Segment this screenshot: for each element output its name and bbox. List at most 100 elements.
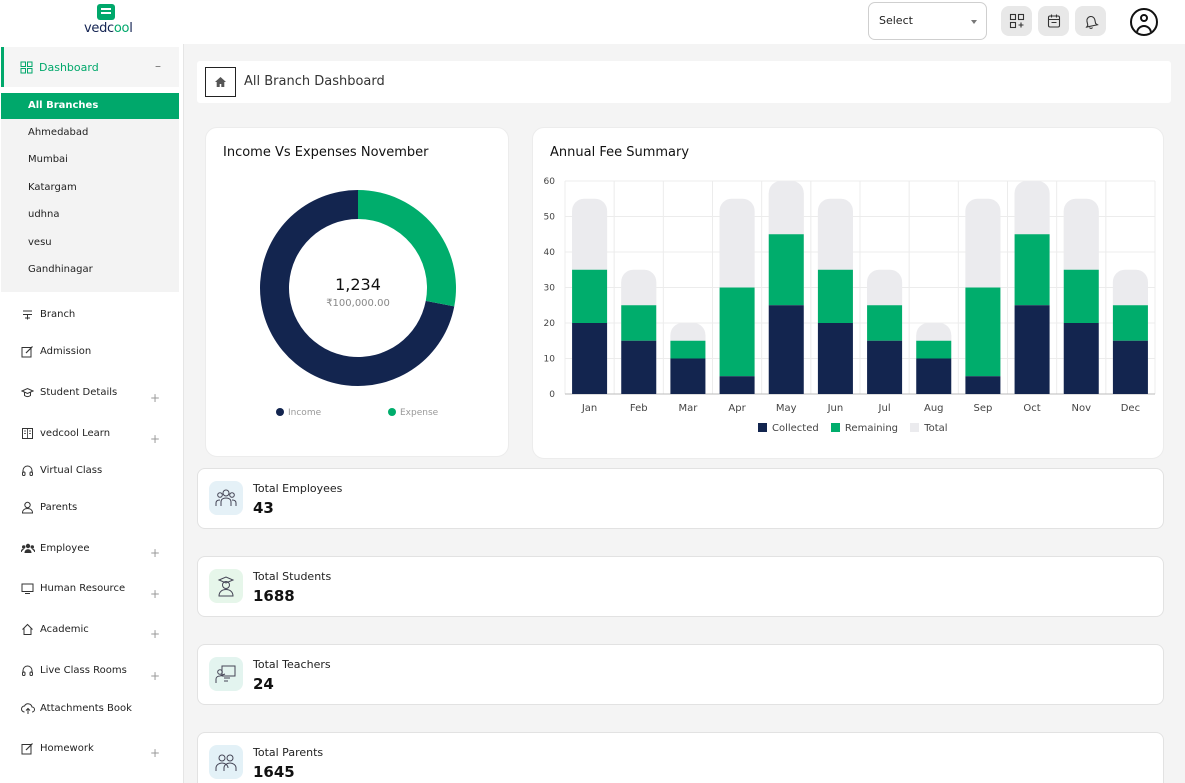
bar-collected-feb[interactable] bbox=[621, 340, 657, 394]
stat-card-parents[interactable]: Total Parents 1645 bbox=[197, 732, 1164, 783]
sidebar-branch-all-branches[interactable]: All Branches bbox=[1, 93, 179, 119]
logo-mark-icon bbox=[97, 4, 115, 20]
home-icon bbox=[20, 622, 35, 637]
bar-collected-oct[interactable] bbox=[1014, 305, 1050, 394]
legend-total[interactable]: Total bbox=[910, 423, 948, 434]
sidebar-branch-gandhinagar[interactable]: Gandhinagar bbox=[28, 264, 93, 275]
bar-remaining-jan[interactable] bbox=[572, 269, 608, 323]
user-icon bbox=[20, 500, 35, 515]
legend-label: Income bbox=[288, 408, 322, 418]
sidebar-item-branch[interactable]: Branch bbox=[20, 303, 170, 325]
student-icon bbox=[209, 569, 243, 603]
total-legend-swatch bbox=[910, 423, 920, 432]
y-tick-label: 20 bbox=[544, 319, 556, 329]
home-button[interactable] bbox=[205, 67, 236, 97]
bar-collected-sep[interactable] bbox=[965, 376, 1001, 394]
x-tick-label: Sep bbox=[973, 403, 992, 414]
collapse-icon[interactable]: – bbox=[155, 59, 161, 73]
branch-select[interactable]: Select bbox=[868, 2, 987, 40]
expand-student-details-icon[interactable]: + bbox=[150, 432, 161, 446]
donut-slice-income[interactable] bbox=[259, 189, 455, 386]
sidebar-item-vedcool-learn[interactable]: vedcool Learn bbox=[20, 422, 170, 444]
expense-legend-swatch bbox=[388, 408, 396, 416]
user-profile-button[interactable] bbox=[1130, 8, 1158, 36]
bar-remaining-jun[interactable] bbox=[817, 269, 853, 323]
legend-income[interactable]: Income bbox=[276, 408, 321, 418]
expand-attachments-book-icon[interactable]: + bbox=[150, 746, 161, 760]
user-circle-icon bbox=[1140, 14, 1148, 22]
bar-collected-nov[interactable] bbox=[1063, 323, 1099, 394]
bar-remaining-jul[interactable] bbox=[867, 305, 903, 341]
bar-collected-dec[interactable] bbox=[1112, 340, 1148, 394]
sidebar-item-human-resource[interactable]: Human Resource bbox=[20, 577, 170, 599]
legend-label: Remaining bbox=[844, 423, 899, 434]
bar-collected-jul[interactable] bbox=[867, 340, 903, 394]
stat-card-teachers[interactable]: Total Teachers 24 bbox=[197, 644, 1164, 705]
sidebar-item-admission[interactable]: Admission bbox=[20, 340, 170, 362]
bar-remaining-nov[interactable] bbox=[1063, 269, 1099, 323]
edit-icon bbox=[20, 344, 35, 359]
legend-expense[interactable]: Expense bbox=[388, 408, 438, 418]
y-tick-label: 30 bbox=[544, 284, 556, 294]
expand-human-resource-icon[interactable]: + bbox=[150, 627, 161, 641]
sidebar-branch-vesu[interactable]: vesu bbox=[28, 237, 52, 248]
top-bar: vedcool Select bbox=[0, 0, 1185, 44]
sidebar-item-label: Parents bbox=[40, 501, 78, 513]
bar-remaining-dec[interactable] bbox=[1112, 305, 1148, 341]
expand-employee-icon[interactable]: + bbox=[150, 587, 161, 601]
sidebar-item-live-class-rooms[interactable]: Live Class Rooms bbox=[20, 659, 170, 681]
income-expense-title: Income Vs Expenses November bbox=[223, 145, 429, 160]
calendar-icon bbox=[1047, 14, 1060, 28]
bar-collected-apr[interactable] bbox=[719, 376, 755, 394]
sidebar-item-parents[interactable]: Parents bbox=[20, 496, 170, 518]
expand-academic-icon[interactable]: + bbox=[150, 669, 161, 683]
donut-slice-expense[interactable] bbox=[358, 190, 456, 307]
bar-remaining-sep[interactable] bbox=[965, 287, 1001, 377]
collected-legend-swatch bbox=[758, 423, 767, 432]
sidebar-branch-udhna[interactable]: udhna bbox=[28, 209, 60, 220]
bar-remaining-apr[interactable] bbox=[719, 287, 755, 377]
expand-parents-icon[interactable]: + bbox=[150, 546, 161, 560]
x-tick-label: Jul bbox=[878, 403, 891, 414]
sidebar-item-attachments-book[interactable]: Attachments Book bbox=[20, 697, 170, 719]
bar-collected-may[interactable] bbox=[768, 305, 804, 394]
x-tick-label: Nov bbox=[1071, 403, 1091, 414]
calendar-button[interactable] bbox=[1038, 6, 1069, 36]
bar-collected-aug[interactable] bbox=[916, 358, 952, 395]
sidebar-item-label: Branch bbox=[40, 308, 76, 320]
legend-label: Total bbox=[924, 423, 948, 434]
sidebar-item-virtual-class[interactable]: Virtual Class bbox=[20, 459, 170, 481]
sidebar-branch-ahmedabad[interactable]: Ahmedabad bbox=[28, 127, 89, 138]
bar-remaining-aug[interactable] bbox=[916, 340, 952, 359]
stat-card-students[interactable]: Total Students 1688 bbox=[197, 556, 1164, 617]
bar-collected-jan[interactable] bbox=[572, 323, 608, 394]
bar-collected-jun[interactable] bbox=[817, 323, 853, 394]
sidebar-item-homework[interactable]: Homework bbox=[20, 737, 170, 759]
notifications-button[interactable] bbox=[1075, 6, 1106, 36]
bar-remaining-feb[interactable] bbox=[621, 305, 657, 341]
apps-add-button[interactable] bbox=[1001, 6, 1032, 36]
stat-label: Total Parents bbox=[253, 746, 324, 759]
sidebar-branch-mumbai[interactable]: Mumbai bbox=[28, 154, 68, 165]
bar-collected-mar[interactable] bbox=[670, 358, 706, 395]
legend-collected[interactable]: Collected bbox=[758, 423, 819, 434]
brand-logo[interactable]: vedcool bbox=[84, 4, 133, 40]
bar-remaining-oct[interactable] bbox=[1014, 234, 1050, 306]
expand-admission-icon[interactable]: + bbox=[150, 391, 161, 405]
legend-remaining[interactable]: Remaining bbox=[830, 423, 899, 434]
home-icon bbox=[215, 77, 226, 87]
sidebar-branch-katargam[interactable]: Katargam bbox=[28, 182, 77, 193]
stat-card-employees[interactable]: Total Employees 43 bbox=[197, 468, 1164, 529]
stat-label: Total Students bbox=[253, 570, 332, 583]
y-tick-label: 10 bbox=[544, 355, 556, 365]
bar-remaining-mar[interactable] bbox=[670, 340, 706, 359]
sidebar-item-student-details[interactable]: Student Details bbox=[20, 381, 170, 403]
bar-remaining-may[interactable] bbox=[768, 234, 804, 306]
x-tick-label: Mar bbox=[678, 403, 698, 414]
employees-icon bbox=[209, 481, 243, 515]
x-tick-label: Jan bbox=[581, 403, 597, 414]
sidebar-item-dashboard[interactable]: Dashboard – bbox=[1, 47, 179, 87]
sidebar-item-employee[interactable]: Employee bbox=[20, 537, 170, 559]
sidebar-item-academic[interactable]: Academic bbox=[20, 618, 170, 640]
sidebar: Dashboard – All Branches Ahmedabad Mumba… bbox=[0, 44, 184, 783]
